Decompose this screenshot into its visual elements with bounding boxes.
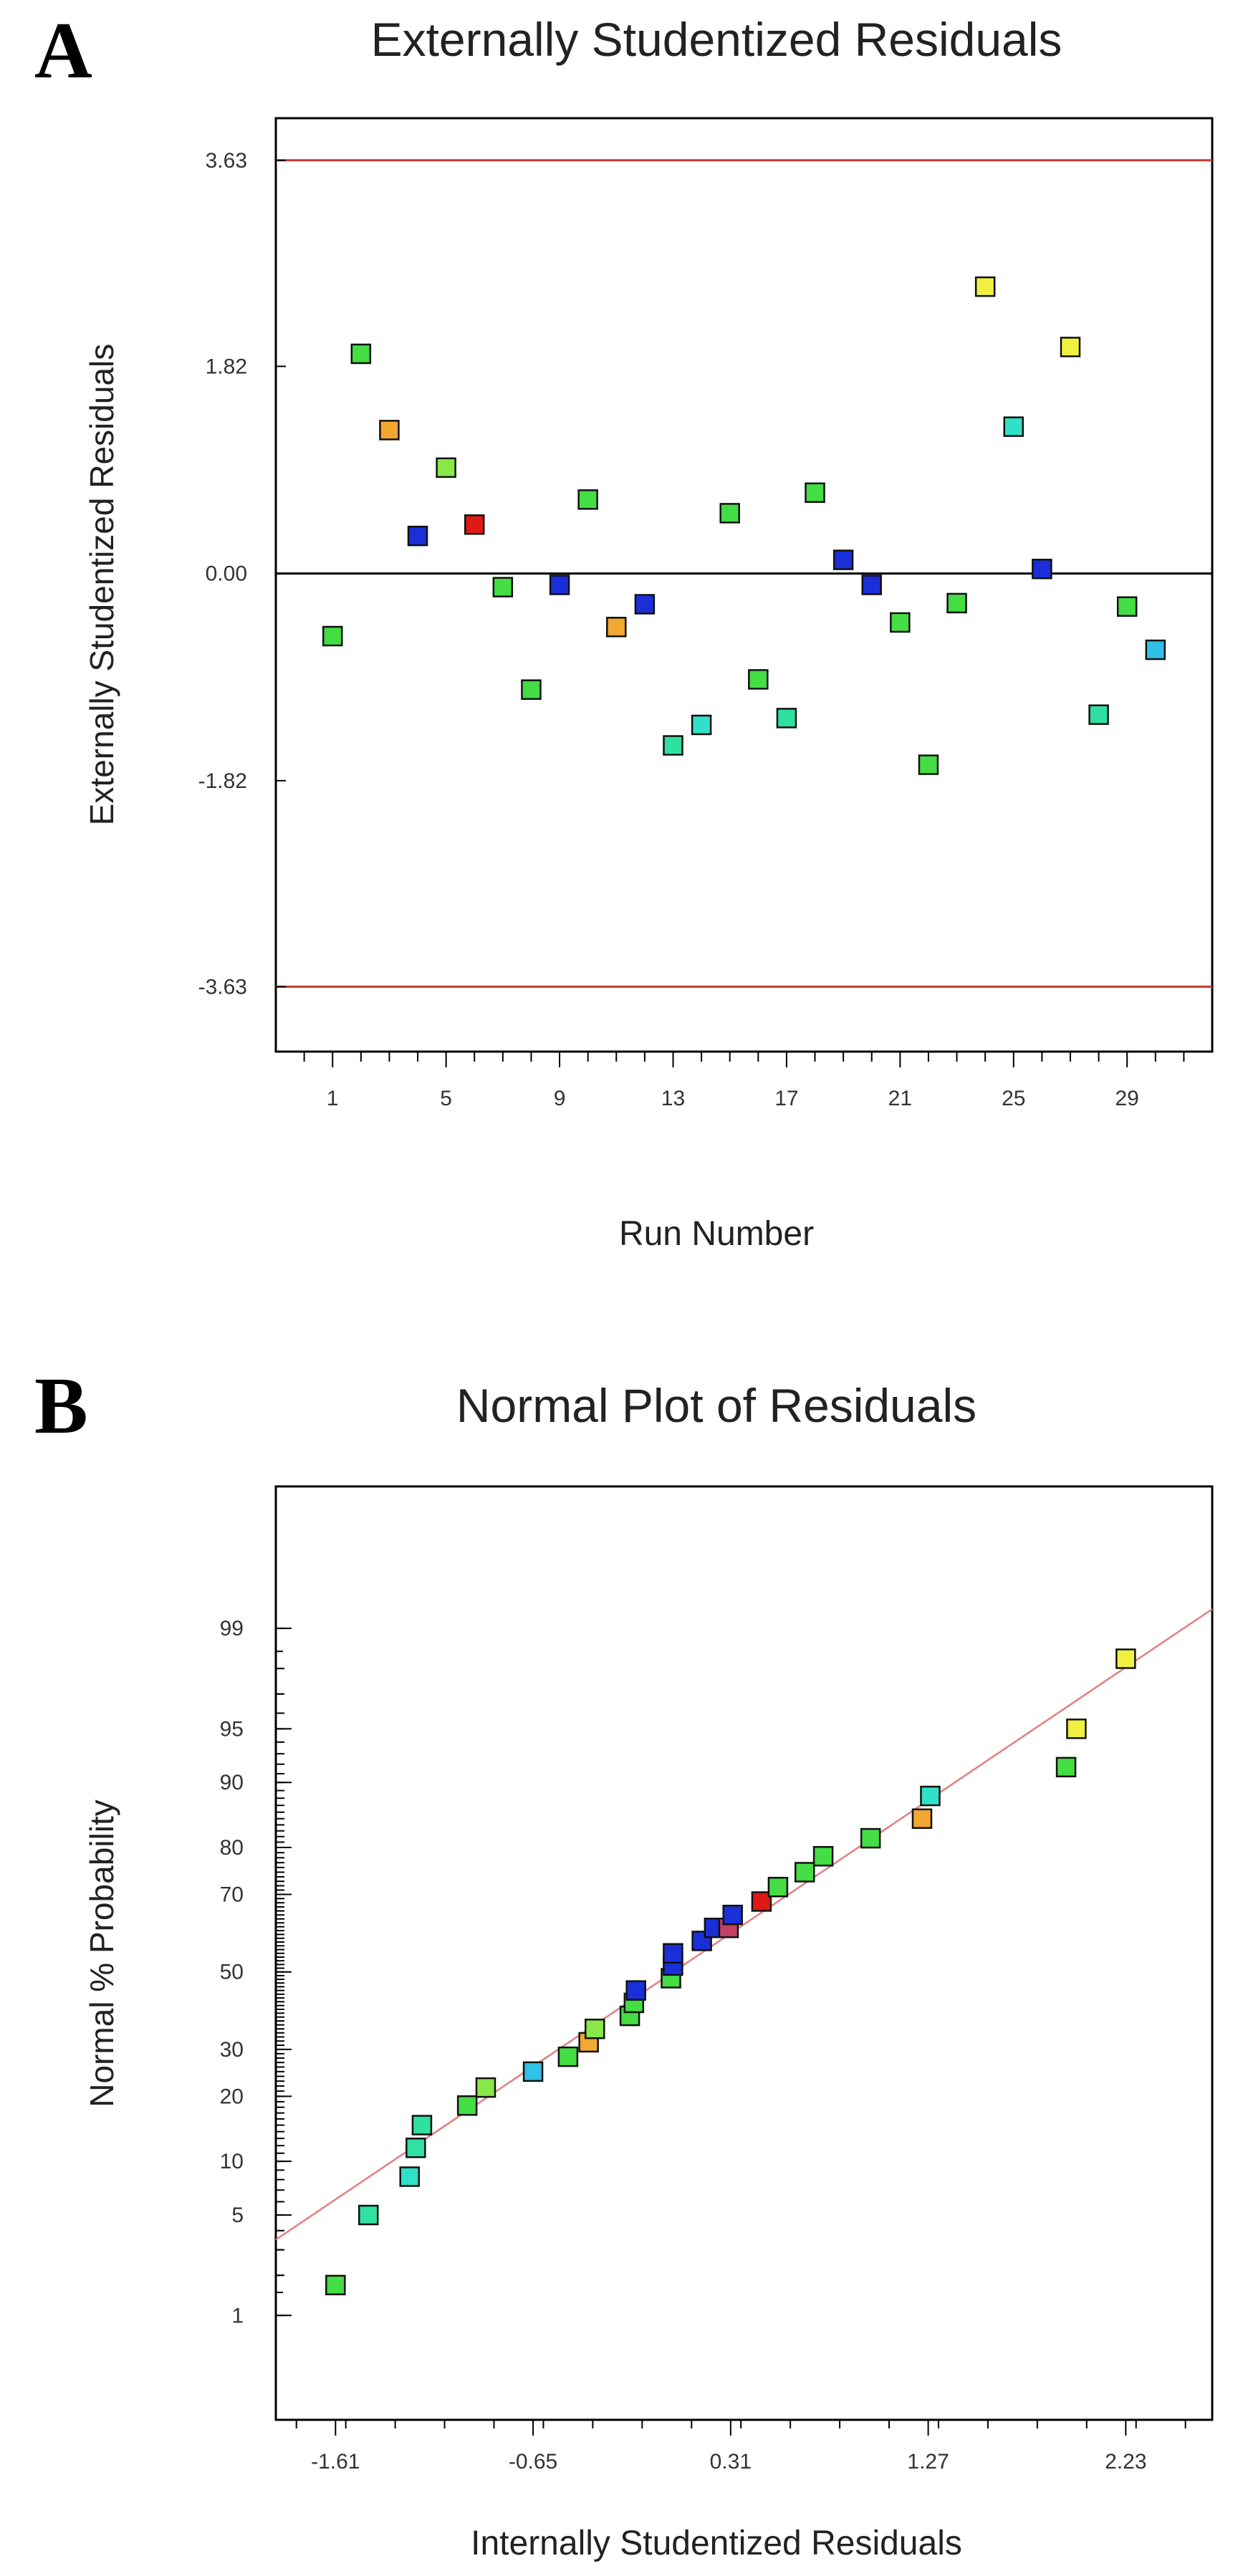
x-tick-label: 13 <box>661 1087 685 1110</box>
data-point <box>577 489 598 510</box>
y-tick-label: 70 <box>220 1883 244 1906</box>
data-point <box>634 594 656 615</box>
data-point <box>606 617 627 638</box>
data-point <box>406 2138 426 2158</box>
x-tick-label: -1.61 <box>311 2450 360 2474</box>
panel-b-x-axis-label: Internally Studentized Residuals <box>471 2524 962 2562</box>
data-point <box>776 708 797 729</box>
y-tick-label: 20 <box>220 2085 244 2108</box>
data-point <box>805 482 825 504</box>
panel-b-title: Normal Plot of Residuals <box>456 1379 977 1432</box>
y-tick-label: 99 <box>220 1617 244 1640</box>
data-point <box>407 525 428 547</box>
x-tick-label: 2.23 <box>1105 2450 1146 2474</box>
panel-b-y-axis-label: Normal % Probability <box>83 1799 120 2107</box>
panel-b-plot-frame <box>274 1485 1214 2421</box>
data-point <box>722 1904 743 1926</box>
data-point <box>322 625 343 647</box>
x-tick-label: 21 <box>888 1087 912 1110</box>
data-point <box>557 2046 579 2067</box>
x-tick-label: 0.31 <box>710 2450 752 2474</box>
x-tick-label: 9 <box>554 1087 566 1110</box>
data-point <box>719 503 740 524</box>
y-tick-label: 80 <box>220 1836 244 1860</box>
data-point <box>1088 704 1109 725</box>
data-point <box>1003 416 1025 437</box>
x-tick-label: 25 <box>1002 1087 1025 1110</box>
y-tick-label: 95 <box>220 1717 244 1741</box>
data-point <box>1066 1719 1087 1739</box>
x-tick-label: -0.65 <box>509 2450 557 2474</box>
y-tick-label: -3.63 <box>198 975 247 999</box>
data-point <box>464 514 485 535</box>
data-point <box>625 1980 646 2001</box>
data-point <box>812 1845 834 1867</box>
x-tick-label: 17 <box>774 1087 798 1110</box>
panel-a-letter: A <box>34 6 92 95</box>
data-point <box>946 592 967 614</box>
data-point <box>522 2061 544 2082</box>
y-tick-label: 50 <box>220 1961 244 1984</box>
y-tick-label: 3.63 <box>206 149 247 173</box>
data-point <box>663 735 683 756</box>
data-point <box>350 343 372 365</box>
panel-a-chart: A Externally Studentized Residuals 3.63 1… <box>34 6 1214 1253</box>
data-point <box>521 679 542 700</box>
data-point <box>436 457 456 479</box>
y-tick-label: 5 <box>231 2203 244 2227</box>
data-point <box>456 2095 478 2116</box>
panel-b-letter: B <box>34 1362 88 1451</box>
data-point <box>549 575 570 595</box>
data-point <box>411 2115 433 2135</box>
data-point <box>379 420 400 441</box>
y-tick-label: 1 <box>231 2304 244 2327</box>
data-point <box>861 575 882 595</box>
data-point <box>584 2018 605 2039</box>
data-point <box>920 1785 941 1807</box>
data-point <box>492 577 514 597</box>
data-point <box>974 276 996 297</box>
y-tick-label: 10 <box>220 2150 244 2173</box>
x-tick-label: 29 <box>1115 1087 1138 1110</box>
data-point <box>1055 1756 1077 1778</box>
y-tick-label: -1.82 <box>198 769 247 793</box>
data-point <box>860 1827 881 1849</box>
data-point <box>918 754 939 775</box>
panel-a-plot-frame <box>274 117 1214 1053</box>
x-tick-label: 1 <box>327 1087 339 1110</box>
panel-a-x-axis-label: Run Number <box>619 1215 814 1253</box>
data-point <box>325 2274 346 2296</box>
y-tick-label: 90 <box>220 1771 244 1794</box>
x-tick-label: 5 <box>440 1087 452 1110</box>
data-point <box>358 2204 379 2226</box>
panel-b-chart: B Normal Plot of Residuals 1 5 10 20 30 50 70 8… <box>34 1362 1214 2562</box>
data-point <box>1032 559 1052 580</box>
data-point <box>890 612 911 633</box>
data-point <box>1060 337 1081 357</box>
y-tick-label: 0.00 <box>206 562 247 586</box>
x-tick-label: 1.27 <box>907 2450 949 2474</box>
data-point <box>832 549 854 570</box>
data-point <box>751 1891 772 1912</box>
data-point <box>399 2166 420 2187</box>
data-point <box>475 2077 496 2098</box>
data-point <box>748 669 769 690</box>
data-point <box>1115 1648 1136 1669</box>
data-point <box>794 1862 815 1883</box>
data-point <box>911 1808 933 1830</box>
y-tick-label: 1.82 <box>206 355 247 378</box>
data-point <box>767 1877 789 1898</box>
data-point <box>663 1943 683 1964</box>
panel-a-title: Externally Studentized Residuals <box>371 13 1062 66</box>
y-tick-label: 30 <box>220 2038 244 2062</box>
panel-a-y-axis-label: Externally Studentized Residuals <box>83 344 120 825</box>
data-point <box>1116 596 1138 617</box>
data-point <box>1145 639 1166 660</box>
data-point <box>691 714 712 736</box>
